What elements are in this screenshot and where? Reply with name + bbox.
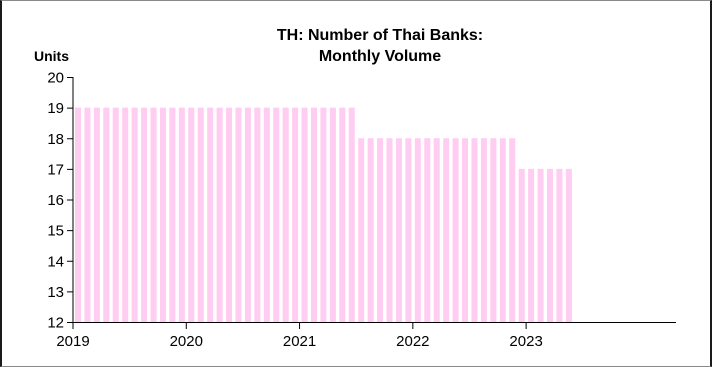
bar-2022-03 [433, 138, 440, 322]
bar-2021-06 [348, 107, 355, 323]
x-tick-label-2019: 2019 [56, 333, 89, 350]
bar-2022-02 [424, 138, 431, 322]
bar-2021-04 [329, 107, 336, 323]
bar-2020-03 [207, 107, 214, 323]
y-tick-label-17: 17 [47, 161, 64, 178]
y-tick-label-15: 15 [47, 223, 64, 240]
chart-title-line2: Monthly Volume [319, 48, 441, 65]
bar-2020-02 [197, 107, 204, 323]
bar-2019-09 [150, 107, 157, 323]
bar-2019-10 [159, 107, 166, 323]
x-ticks-group: 2019 2020 2021 2022 2023 [56, 322, 543, 350]
y-tick-label-18: 18 [47, 131, 64, 148]
bar-2020-01 [188, 107, 195, 323]
bar-2022-10 [499, 138, 506, 322]
bar-2022-04 [443, 138, 450, 322]
bar-2019-04 [103, 107, 110, 323]
bar-2023-01 [528, 168, 535, 323]
y-tick-label-14: 14 [47, 253, 64, 270]
bar-2020-05 [226, 107, 233, 323]
bar-2022-08 [480, 138, 487, 322]
bar-2022-05 [452, 138, 459, 322]
bar-2020-12 [292, 107, 299, 323]
bar-2020-04 [216, 107, 223, 323]
bar-2020-10 [273, 107, 280, 323]
bar-2021-03 [320, 107, 327, 323]
bars-group [75, 107, 572, 323]
bar-2022-12 [518, 168, 525, 323]
bar-2021-07 [358, 138, 365, 322]
bar-2022-07 [471, 138, 478, 322]
bar-2019-12 [178, 107, 185, 323]
y-axis-label: Units [34, 48, 69, 64]
bar-2022-01 [414, 138, 421, 322]
bar-2022-09 [490, 138, 497, 322]
bar-2022-06 [462, 138, 469, 322]
y-tick-label-20: 20 [47, 70, 64, 87]
bar-2021-08 [367, 138, 374, 322]
x-tick-label-2022: 2022 [396, 333, 429, 350]
bar-2023-05 [565, 168, 572, 323]
bar-2019-02 [84, 107, 91, 323]
bar-2019-06 [122, 107, 129, 323]
x-tick-label-2023: 2023 [509, 333, 542, 350]
chart-title-line1: TH: Number of Thai Banks: [277, 27, 483, 44]
bar-2023-04 [556, 168, 563, 323]
bar-2022-11 [509, 138, 516, 322]
y-ticks-group: 12 13 14 15 16 17 18 19 20 [47, 70, 73, 332]
bar-2021-09 [377, 138, 384, 322]
bar-2020-09 [263, 107, 270, 323]
bar-2019-03 [93, 107, 100, 323]
bar-2020-06 [235, 107, 242, 323]
bar-2021-02 [311, 107, 317, 323]
bar-2020-08 [254, 107, 261, 323]
bar-2021-10 [386, 138, 393, 322]
bar-2021-12 [405, 138, 412, 322]
bar-2023-03 [547, 168, 553, 323]
y-tick-label-19: 19 [47, 100, 64, 117]
y-tick-label-16: 16 [47, 192, 64, 209]
bar-2019-11 [169, 107, 176, 323]
bar-2021-05 [339, 107, 346, 323]
bar-2020-11 [282, 107, 289, 323]
bar-2019-07 [131, 107, 138, 323]
x-tick-label-2020: 2020 [170, 333, 203, 350]
bar-2023-02 [537, 168, 544, 323]
bar-2021-11 [395, 138, 402, 322]
bar-2019-05 [112, 107, 119, 323]
y-tick-label-13: 13 [47, 284, 64, 301]
bar-2020-07 [244, 107, 251, 323]
bar-2021-01 [301, 107, 308, 323]
x-tick-label-2021: 2021 [283, 333, 316, 350]
bar-2019-08 [141, 107, 148, 323]
bar-2019-01 [75, 107, 81, 323]
y-tick-label-12: 12 [47, 315, 64, 332]
